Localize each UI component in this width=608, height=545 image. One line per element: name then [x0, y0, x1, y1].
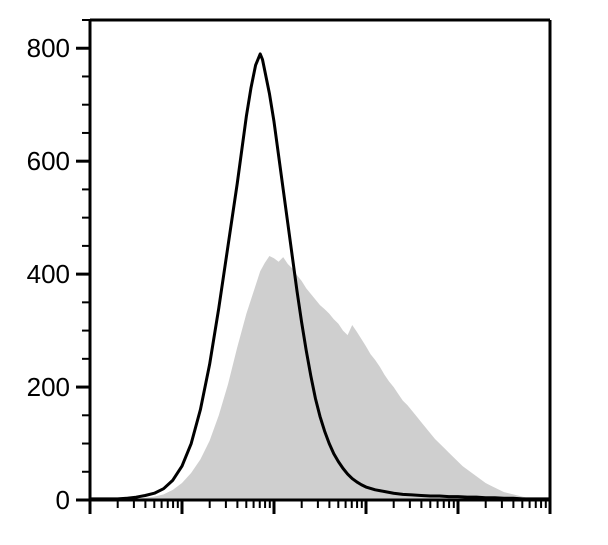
chart-svg: 0 200 400 600 800: [0, 0, 608, 545]
ytick-label: 400: [27, 259, 70, 289]
ytick-label: 600: [27, 146, 70, 176]
flow-cytometry-histogram: 0 200 400 600 800: [0, 0, 608, 545]
ytick-label: 200: [27, 372, 70, 402]
ytick-label: 800: [27, 33, 70, 63]
ytick-label: 0: [56, 485, 70, 515]
